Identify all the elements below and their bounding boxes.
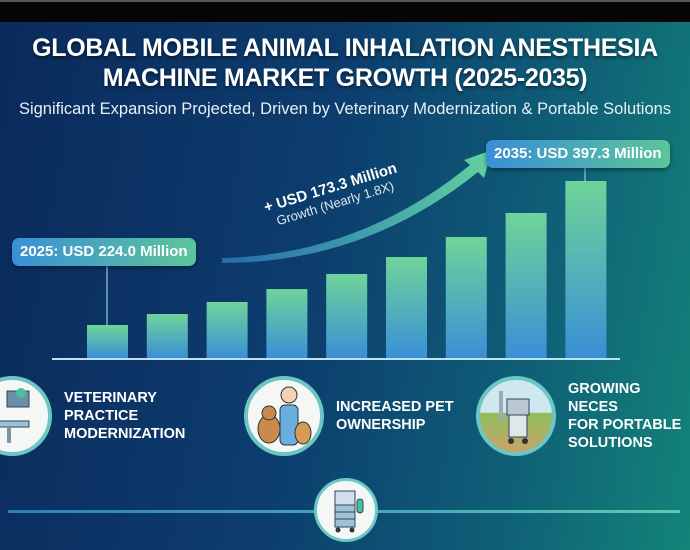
driver-label: GROWING NECES FOR PORTABLE SOLUTIONS [568, 381, 682, 451]
driver-label: INCREASED PET OWNERSHIP [336, 399, 454, 433]
driver-label: VETERINARY PRACTICE MODERNIZATION [64, 390, 186, 442]
bar-2 [146, 314, 188, 358]
vet-with-pets-icon [244, 376, 324, 456]
driver-pet-ownership: INCREASED PET OWNERSHIP [244, 376, 454, 456]
bar-9 [565, 181, 607, 358]
driver-veterinary-modernization: VETERINARY PRACTICE MODERNIZATION [0, 376, 185, 456]
title-line-1: GLOBAL MOBILE ANIMAL INHALATION ANESTHES… [32, 34, 658, 62]
bar-6 [386, 257, 427, 358]
bar-5 [326, 273, 368, 358]
bar-3 [206, 301, 248, 358]
veterinary-clinic-icon [0, 376, 52, 456]
title-line-2: MACHINE MARKET GROWTH (2025-2035) [102, 64, 588, 92]
top-bar [0, 0, 690, 22]
bar-7 [445, 237, 487, 358]
driver-portable-solutions: GROWING NECES FOR PORTABLE SOLUTIONS [476, 376, 690, 456]
end-value-callout: 2035: USD 397.3 Million [486, 140, 670, 168]
start-value-callout: 2025: USD 224.0 Million [12, 238, 196, 266]
bar-chart [52, 150, 620, 360]
growth-arrow [222, 150, 492, 263]
bar-1 [87, 325, 128, 358]
anesthesia-machine-icon [314, 478, 378, 542]
bar-8 [505, 212, 547, 358]
portable-anesthesia-cart-icon [476, 376, 556, 456]
bar-4 [266, 289, 308, 358]
subtitle: Significant Expansion Projected, Driven … [18, 100, 672, 118]
